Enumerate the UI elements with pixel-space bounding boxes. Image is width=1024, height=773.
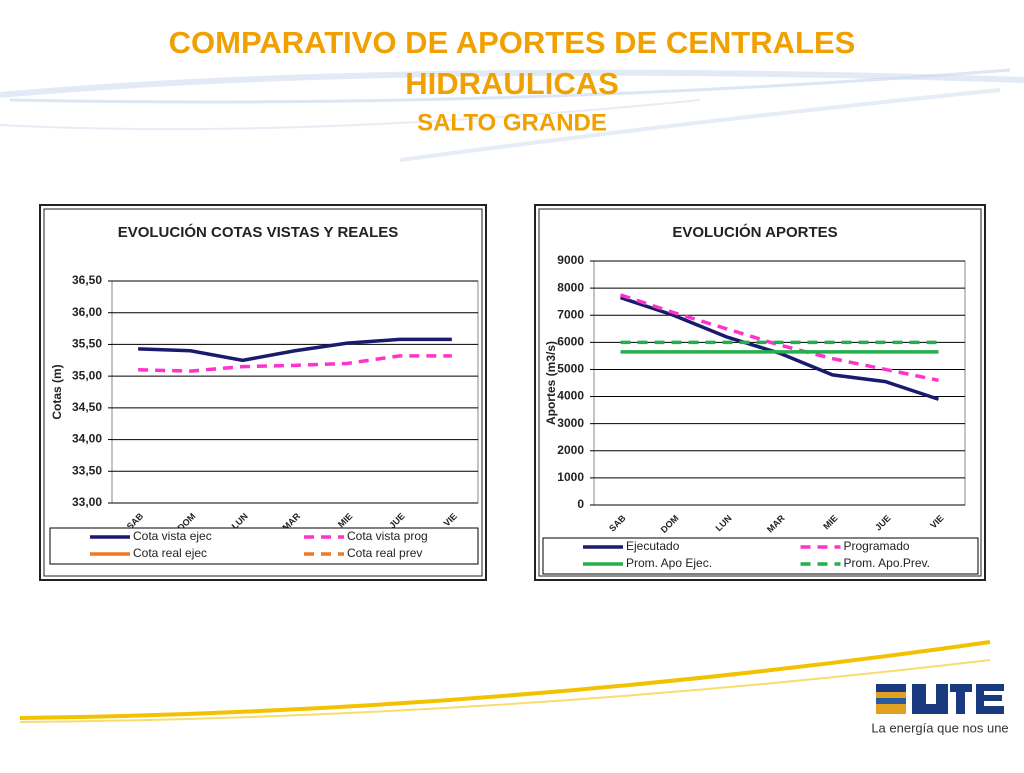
y-tick-label: 5000	[557, 362, 584, 376]
chart-title: EVOLUCIÓN COTAS VISTAS Y REALES	[118, 223, 399, 241]
legend-label: Prom. Apo.Prev.	[844, 556, 930, 570]
y-tick-label: 8000	[557, 280, 584, 294]
legend-label: Programado	[844, 539, 910, 553]
y-tick-label: 35,50	[72, 337, 102, 351]
legend-label: Cota vista prog	[347, 529, 428, 543]
y-tick-label: 34,50	[72, 400, 102, 414]
y-tick-label: 33,00	[72, 495, 102, 509]
legend-label: Ejecutado	[626, 539, 680, 553]
slide-title: HIDRAULICAS	[405, 66, 619, 101]
legend-box	[49, 527, 479, 565]
plot-area	[111, 280, 479, 504]
slide-title: COMPARATIVO DE APORTES DE CENTRALES	[169, 25, 856, 60]
series-line	[138, 354, 452, 373]
y-tick-label: 35,00	[72, 368, 102, 382]
plot-area	[593, 260, 966, 506]
y-tick-label: 3000	[557, 416, 584, 430]
chart-frame-inner	[43, 208, 483, 577]
y-tick-label: 0	[577, 497, 584, 511]
series-line	[138, 337, 452, 363]
y-tick-label: 36,50	[72, 273, 102, 287]
y-axis-label: Aportes (m3/s)	[544, 341, 558, 425]
footer-lines	[19, 640, 991, 723]
y-tick-label: 9000	[557, 253, 584, 267]
slide-subtitle: SALTO GRANDE	[417, 109, 607, 136]
legend-label: Cota real ejec	[133, 546, 207, 560]
legend-box	[542, 537, 979, 575]
y-tick-label: 6000	[557, 335, 584, 349]
legend-label: Cota vista ejec	[133, 529, 212, 543]
legend-label: Prom. Apo Ejec.	[626, 556, 712, 570]
chart-frame-inner	[538, 208, 982, 577]
background-swooshes	[0, 68, 1024, 162]
y-tick-label: 36,00	[72, 305, 102, 319]
series-line	[619, 293, 939, 383]
y-tick-label: 4000	[557, 389, 584, 403]
legend-label: Cota real prev	[347, 546, 422, 560]
chart-title: EVOLUCIÓN APORTES	[672, 223, 837, 241]
y-axis-label: Cotas (m)	[50, 364, 64, 419]
y-tick-label: 7000	[557, 307, 584, 321]
logo	[876, 684, 1004, 714]
tagline: La energía que nos une	[871, 720, 1008, 735]
y-tick-label: 1000	[557, 470, 584, 484]
y-tick-label: 2000	[557, 443, 584, 457]
y-tick-label: 34,00	[72, 432, 102, 446]
y-tick-label: 33,50	[72, 463, 102, 477]
